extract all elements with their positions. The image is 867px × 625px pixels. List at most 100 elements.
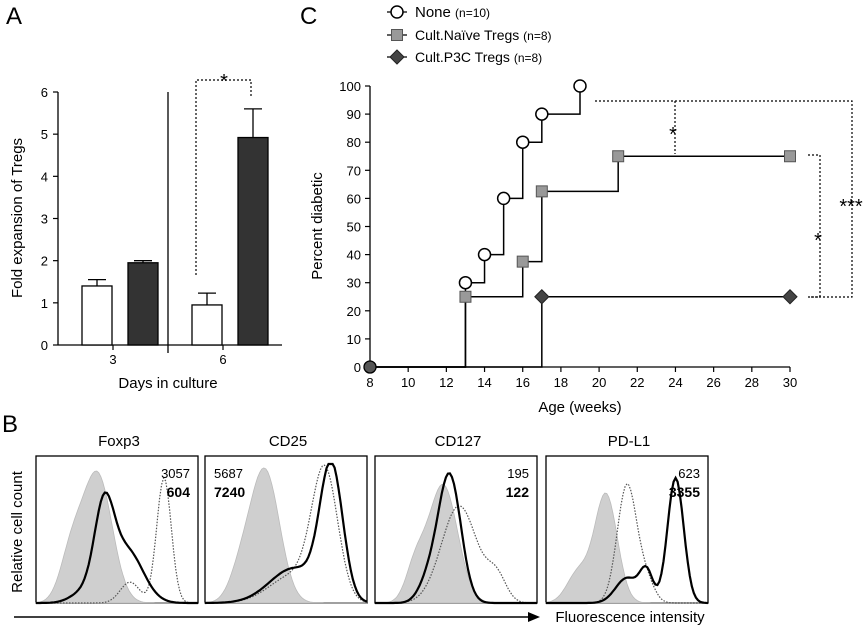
survival-chart-xlabel: Age (weeks) [538,399,621,416]
survival-y-tick-label: 20 [347,304,361,319]
p3c-tregs-curve [375,472,537,605]
marker-square [391,29,403,41]
series-line [370,155,790,368]
survival-y-tick-label: 70 [347,163,361,178]
mfi-naive-value: 195 [507,466,529,481]
survival-x-tick-label: 20 [592,375,606,390]
histogram-title: Foxp3 [98,433,140,450]
significance-label: *** [839,196,863,218]
marker-square [784,150,796,163]
series-line [370,86,581,368]
panel-c-letter: C [300,3,317,30]
marker-square [516,255,529,268]
significance-bracket-none-vs-p3c [595,100,853,298]
bar-chart-y-tick-label: 0 [41,338,48,353]
survival-x-tick-label: 12 [439,375,453,390]
isotype-fill [204,467,367,604]
p3c-tregs-curve [204,462,368,605]
significance-label: * [220,71,228,93]
mfi-p3c-value: 604 [167,484,191,500]
marker-square [612,150,625,163]
survival-chart-ylabel: Percent diabetic [309,172,326,280]
histogram-cd25: CD25 5687 7240 [204,433,368,605]
histogram-ylabel: Relative cell count [9,470,26,593]
survival-y-tick-label: 100 [339,79,361,94]
marker-circle [573,79,587,93]
survival-y-tick-label: 90 [347,107,361,122]
bar-chart-y-tick-label: 2 [41,254,48,269]
survival-y-tick-label: 40 [347,248,361,263]
significance-bracket [195,79,252,275]
marker-circle [515,135,530,149]
survival-x-tick-label: 16 [515,375,529,390]
survival-x-tick-label: 28 [745,375,759,390]
histogram-title: CD25 [269,433,307,450]
survival-y-tick-label: 10 [347,332,361,347]
bar [237,136,269,346]
series-line [370,296,790,368]
survival-y-tick-label: 60 [347,191,361,206]
p3c-tregs-curve [546,475,709,605]
panel-a-letter: A [6,3,22,30]
marker-circle [477,247,492,262]
survival-x-tick-label: 8 [366,375,373,390]
legend-label: Cult.Naïve Tregs (n=8) [415,27,552,43]
bar-chart-y-tick-label: 6 [41,85,48,100]
histogram-xlabel: Fluorescence intensity [555,609,705,625]
histogram-title: PD-L1 [608,433,651,450]
bar-chart-y-tick-label: 4 [41,169,48,184]
marker-square [459,290,472,303]
survival-x-tick-label: 18 [554,375,568,390]
significance-bracket-naive-vs-p3c [808,154,821,298]
origin-marker [363,360,377,374]
bar [81,285,113,346]
mfi-p3c-value: 7240 [214,484,245,500]
marker-circle [535,107,549,121]
survival-x-tick-label: 26 [706,375,720,390]
marker-circle [390,5,404,19]
intensity-arrow-head [528,612,540,622]
mfi-naive-value: 623 [678,466,700,481]
naive-tregs-curve [36,476,198,604]
marker-square [535,185,548,198]
mfi-p3c-value: 122 [506,484,530,500]
bar-chart-y-tick-label: 5 [41,127,48,142]
bar [191,304,223,346]
survival-x-tick-label: 24 [668,375,682,390]
marker-diamond [389,49,405,65]
survival-chart-c: Percent diabetic Age (weeks) 0 10 20 30 40 50… [309,4,863,416]
p3c-tregs-curve [36,491,198,605]
survival-x-tick-label: 10 [401,375,415,390]
histogram-title: CD127 [435,433,482,450]
histogram-foxp3: Foxp3 3057 604 [35,433,199,605]
bar [127,262,159,346]
survival-x-tick-label: 14 [477,375,491,390]
bar-chart-xlabel: Days in culture [118,375,217,392]
survival-y-tick-label: 0 [354,360,361,375]
legend-label: None (n=10) [415,4,490,21]
marker-circle [458,275,473,290]
survival-x-tick-label: 30 [783,375,797,390]
mfi-naive-value: 5687 [214,466,243,481]
significance-label: * [669,124,677,146]
legend-label: Cult.P3C Tregs (n=8) [415,49,542,65]
histogram-panel-b: Relative cell count Fluorescence intensi… [9,433,709,625]
survival-x-tick-label: 22 [630,375,644,390]
mfi-p3c-value: 3355 [669,484,700,500]
marker-diamond [534,289,550,305]
histogram-cd127: CD127 195 122 [374,433,538,605]
bar-chart-a: Fold expansion of Tregs Days in culture … [9,71,282,392]
survival-y-tick-label: 80 [347,135,361,150]
mfi-naive-value: 3057 [161,466,190,481]
panel-b-letter: B [2,411,18,438]
bar-chart-ylabel: Fold expansion of Tregs [9,138,26,298]
bar-chart-y-tick-label: 1 [41,296,48,311]
marker-circle [496,191,511,206]
survival-y-tick-label: 50 [347,220,361,235]
bar-chart-x-tick-label: 3 [109,352,116,367]
survival-y-tick-label: 30 [347,276,361,291]
significance-label: * [814,230,822,252]
bar-chart-y-tick-label: 3 [41,212,48,227]
histogram-pd-l1: PD-L1 623 3355 [545,433,709,605]
